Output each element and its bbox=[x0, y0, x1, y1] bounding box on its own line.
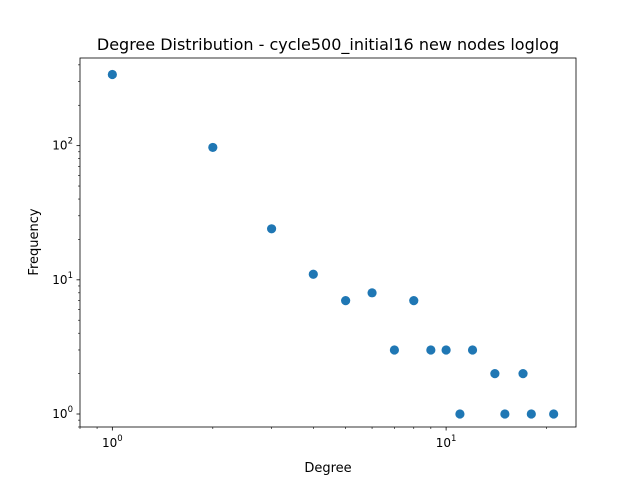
data-point bbox=[208, 142, 218, 153]
y-axis-label: Frequency bbox=[27, 208, 42, 275]
data-point bbox=[341, 296, 351, 306]
data-point bbox=[409, 296, 419, 306]
data-point bbox=[455, 409, 465, 419]
data-point bbox=[526, 409, 536, 419]
plot-frame bbox=[79, 57, 577, 428]
data-point bbox=[308, 269, 318, 279]
data-point bbox=[549, 409, 559, 419]
data-point bbox=[490, 369, 500, 379]
data-point bbox=[467, 345, 478, 355]
data-point bbox=[367, 288, 377, 298]
data-point bbox=[441, 345, 451, 355]
x-axis-label: Degree bbox=[304, 461, 351, 476]
data-point bbox=[500, 409, 510, 419]
data-point bbox=[426, 345, 436, 355]
data-point bbox=[266, 224, 277, 234]
data-point bbox=[107, 69, 117, 80]
points-layer bbox=[107, 69, 559, 419]
data-point bbox=[518, 369, 528, 379]
data-point bbox=[389, 345, 400, 355]
chart-title: Degree Distribution - cycle500_initial16… bbox=[97, 35, 559, 55]
